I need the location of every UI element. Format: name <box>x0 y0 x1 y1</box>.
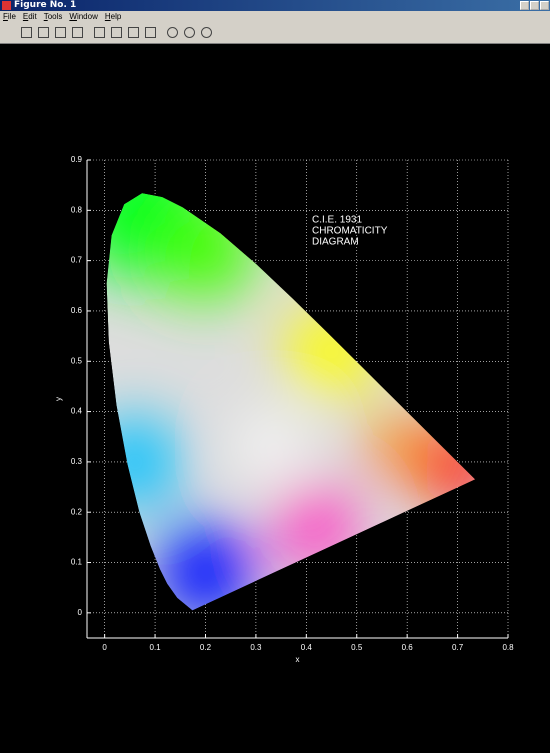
menu-item[interactable]: Help <box>104 12 122 21</box>
x-tick-label: 0.4 <box>301 643 313 652</box>
y-tick-label: 0.2 <box>71 507 83 516</box>
y-tick-label: 0.4 <box>71 407 83 416</box>
x-axis-label: x <box>296 655 300 664</box>
menu-item[interactable]: Window <box>69 12 98 21</box>
x-tick-label: 0.8 <box>502 643 514 652</box>
y-tick-label: 0.8 <box>71 205 83 214</box>
x-tick-label: 0.2 <box>200 643 212 652</box>
rotate-button[interactable] <box>201 27 212 38</box>
toolbar <box>0 23 550 44</box>
window-title: Figure No. 1 <box>14 0 77 10</box>
x-tick-label: 0.3 <box>250 643 262 652</box>
y-tick-label: 0.3 <box>71 457 83 466</box>
x-tick-label: 0.6 <box>402 643 414 652</box>
line-button[interactable] <box>145 27 156 38</box>
new-button[interactable] <box>21 27 32 38</box>
open-button[interactable] <box>38 27 49 38</box>
x-tick-label: 0.5 <box>351 643 363 652</box>
menu-item[interactable]: File <box>3 12 16 21</box>
maximize-button[interactable] <box>530 1 539 10</box>
title-bar: Figure No. 1 <box>0 0 550 11</box>
zoom-out-button[interactable] <box>184 27 195 38</box>
text-button[interactable] <box>111 27 122 38</box>
annotation: CHROMATICITY <box>312 226 388 237</box>
close-button[interactable] <box>540 1 549 10</box>
y-tick-label: 0.6 <box>71 306 83 315</box>
annotation: DIAGRAM <box>312 237 359 248</box>
y-tick-label: 0 <box>78 608 83 617</box>
x-tick-label: 0 <box>102 643 107 652</box>
save-button[interactable] <box>55 27 66 38</box>
menu-bar: File Edit Tools Window Help <box>0 11 550 23</box>
annotation: C.I.E. 1931 <box>312 215 362 226</box>
chart: 0 0.1 0.2 0.3 0.4 0.5 0.6 0.7 0.8 0 0.1 0.2 0.3 0.4 0.… <box>54 155 514 664</box>
minimize-button[interactable] <box>520 1 529 10</box>
y-axis-label: y <box>54 397 63 401</box>
print-button[interactable] <box>72 27 83 38</box>
y-tick-label: 0.7 <box>71 256 83 265</box>
menu-item[interactable]: Edit <box>22 12 37 21</box>
y-tick-label: 0.9 <box>71 155 83 164</box>
x-tick-label: 0.7 <box>452 643 464 652</box>
y-tick-label: 0.5 <box>71 356 83 365</box>
arrow-button[interactable] <box>128 27 139 38</box>
color-fill <box>106 193 476 611</box>
x-tick-label: 0.1 <box>150 643 162 652</box>
menu-item[interactable]: Tools <box>43 12 63 21</box>
zoom-in-button[interactable] <box>167 27 178 38</box>
select-button[interactable] <box>94 27 105 38</box>
y-tick-label: 0.1 <box>71 558 83 567</box>
